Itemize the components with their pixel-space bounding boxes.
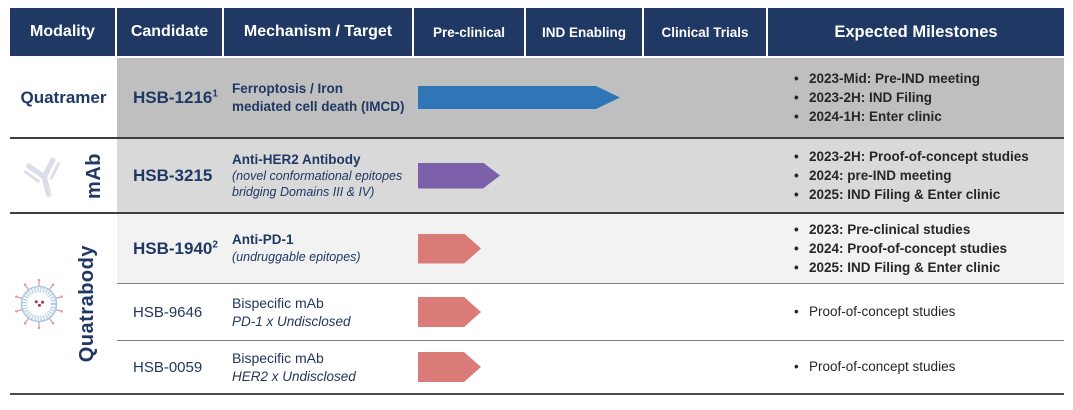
row-divider bbox=[10, 212, 1064, 214]
modality-label-quatrabody: Quatrabody bbox=[76, 244, 98, 363]
milestones-list: 2023-2H: Proof-of-concept studies 2024: … bbox=[794, 147, 1064, 205]
footnote-marker: 1 bbox=[212, 87, 218, 99]
stage-track bbox=[412, 284, 764, 340]
pipeline-table: Modality Candidate Mechanism / Target Pr… bbox=[10, 8, 1064, 395]
candidate-name: HSB-3215 bbox=[133, 165, 213, 185]
candidate-cell: HSB-12161 bbox=[117, 58, 222, 137]
table-header: Modality Candidate Mechanism / Target Pr… bbox=[10, 8, 1064, 56]
milestone-item: 2023-2H: IND Filing bbox=[794, 88, 1064, 107]
footnote-marker: 2 bbox=[212, 238, 218, 250]
header-clinical-trials: Clinical Trials bbox=[644, 8, 766, 56]
progress-arrow-hsb-1216 bbox=[418, 86, 620, 109]
modality-cell-quatramer: Quatramer bbox=[10, 58, 117, 137]
milestone-item: Proof-of-concept studies bbox=[794, 302, 1064, 321]
milestone-item: Proof-of-concept studies bbox=[794, 357, 1064, 376]
candidate-cell: HSB-3215 bbox=[117, 139, 222, 212]
candidate-name: HSB-19402 bbox=[133, 238, 218, 258]
milestone-item: 2023-Mid: Pre-IND meeting bbox=[794, 69, 1064, 88]
header-ind-enabling: IND Enabling bbox=[526, 8, 642, 56]
mechanism-cell: Bispecific mAb PD-1 x Undisclosed bbox=[222, 284, 412, 340]
stage-track bbox=[412, 139, 764, 212]
milestones-cell: 2023-2H: Proof-of-concept studies 2024: … bbox=[764, 139, 1064, 212]
row-divider bbox=[10, 137, 1064, 139]
progress-arrow-hsb-1940 bbox=[418, 234, 481, 264]
progress-arrow-hsb-9646 bbox=[418, 297, 481, 327]
milestone-item: 2024: pre-IND meeting bbox=[794, 166, 1064, 185]
mechanism-note: (novel conformational epitopes bridging … bbox=[232, 169, 403, 199]
milestone-item: 2024-1H: Enter clinic bbox=[794, 107, 1064, 126]
milestones-cell: 2023: Pre-clinical studies 2024: Proof-o… bbox=[764, 214, 1064, 283]
header-divider bbox=[10, 56, 1064, 58]
candidate-name: HSB-12161 bbox=[133, 87, 218, 107]
milestone-item: 2025: IND Filing & Enter clinic bbox=[794, 185, 1064, 204]
quatrabody-group: Quatrabody HSB-19402 Anti-PD-1 (undrugga… bbox=[10, 214, 1064, 393]
mechanism-title: Anti-HER2 Antibody bbox=[232, 151, 361, 167]
progress-arrow-hsb-3215 bbox=[418, 163, 500, 189]
milestone-item: 2023: Pre-clinical studies bbox=[794, 220, 1064, 239]
candidate-cell: HSB-19402 bbox=[117, 214, 222, 283]
stage-track bbox=[412, 214, 764, 283]
table-row-hsb-1940: HSB-19402 Anti-PD-1 (undruggable epitope… bbox=[117, 214, 1064, 283]
candidate-name: HSB-0059 bbox=[133, 358, 203, 376]
milestone-item: 2025: IND Filing & Enter clinic bbox=[794, 258, 1064, 277]
milestones-list: Proof-of-concept studies bbox=[794, 357, 1064, 376]
header-mechanism-target: Mechanism / Target bbox=[224, 8, 412, 56]
milestones-list: 2023-Mid: Pre-IND meeting 2023-2H: IND F… bbox=[794, 69, 1064, 127]
row-divider bbox=[117, 340, 1064, 341]
candidate-cell: HSB-9646 bbox=[117, 284, 222, 340]
candidate-name: HSB-9646 bbox=[133, 303, 203, 321]
mechanism-cell: Ferroptosis / Iron mediated cell death (… bbox=[222, 58, 412, 137]
row-divider bbox=[117, 283, 1064, 284]
milestones-cell: Proof-of-concept studies bbox=[764, 284, 1064, 340]
modality-label-mab: mAb bbox=[83, 152, 105, 199]
table-row-hsb-9646: HSB-9646 Bispecific mAb PD-1 x Undisclos… bbox=[117, 284, 1064, 340]
stage-track bbox=[412, 58, 764, 137]
mechanism-title: Ferroptosis / Iron mediated cell death (… bbox=[232, 80, 405, 114]
mechanism-note: PD-1 x Undisclosed bbox=[232, 313, 351, 329]
mechanism-title: Anti-PD-1 bbox=[232, 232, 294, 248]
stage-track bbox=[412, 341, 764, 393]
header-pre-clinical: Pre-clinical bbox=[414, 8, 524, 56]
mechanism-title: Bispecific mAb bbox=[232, 349, 324, 366]
table-row-hsb-3215: mAb HSB-3215 Anti-HER2 Antibody (novel c… bbox=[10, 139, 1064, 212]
progress-arrow-hsb-0059 bbox=[418, 352, 481, 382]
antibody-icon bbox=[23, 156, 61, 197]
milestones-list: 2023: Pre-clinical studies 2024: Proof-o… bbox=[794, 220, 1064, 278]
milestones-list: Proof-of-concept studies bbox=[794, 302, 1064, 321]
mechanism-note: (undruggable epitopes) bbox=[232, 249, 361, 264]
modality-cell-quatrabody: Quatrabody bbox=[10, 214, 117, 393]
mechanism-cell: Bispecific mAb HER2 x Undisclosed bbox=[222, 341, 412, 393]
milestone-item: 2023-2H: Proof-of-concept studies bbox=[794, 147, 1064, 166]
milestones-cell: 2023-Mid: Pre-IND meeting 2023-2H: IND F… bbox=[764, 58, 1064, 137]
candidate-cell: HSB-0059 bbox=[117, 341, 222, 393]
header-expected-milestones: Expected Milestones bbox=[768, 8, 1064, 56]
milestones-cell: Proof-of-concept studies bbox=[764, 341, 1064, 393]
table-row-hsb-0059: HSB-0059 Bispecific mAb HER2 x Undisclos… bbox=[117, 341, 1064, 393]
header-candidate: Candidate bbox=[117, 8, 222, 56]
mechanism-cell: Anti-PD-1 (undruggable epitopes) bbox=[222, 214, 412, 283]
header-modality: Modality bbox=[10, 8, 115, 56]
milestone-item: 2024: Proof-of-concept studies bbox=[794, 239, 1064, 258]
table-bottom-border bbox=[10, 393, 1064, 395]
mechanism-cell: Anti-HER2 Antibody (novel conformational… bbox=[222, 139, 412, 212]
mechanism-title: Bispecific mAb bbox=[232, 294, 324, 311]
mechanism-note: HER2 x Undisclosed bbox=[232, 368, 356, 384]
modality-cell-mab: mAb bbox=[10, 139, 117, 212]
modality-label-quatramer: Quatramer bbox=[20, 87, 107, 107]
quatrabody-icon bbox=[15, 278, 63, 329]
table-row-hsb-1216: Quatramer HSB-12161 Ferroptosis / Iron m… bbox=[10, 58, 1064, 137]
